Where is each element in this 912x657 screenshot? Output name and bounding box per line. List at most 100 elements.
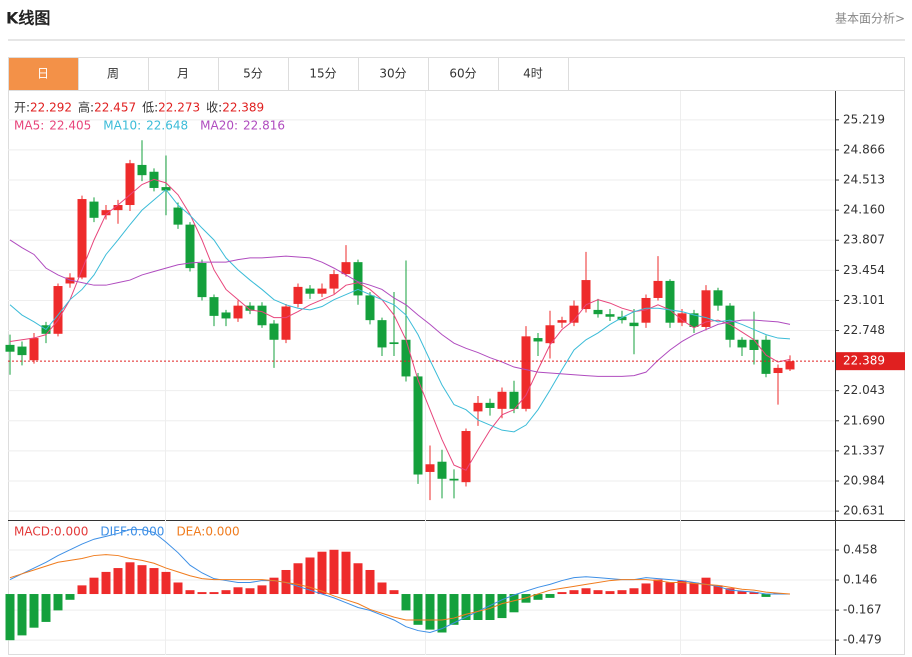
candle-body <box>485 402 495 408</box>
candle-body <box>593 309 603 315</box>
y-tick-label: -0.167 <box>843 603 882 617</box>
candle-body <box>377 320 387 348</box>
y-tick-label: 25.219 <box>843 112 885 126</box>
macd-line <box>9 554 791 621</box>
tab[interactable] <box>78 57 149 91</box>
macd-bar <box>569 590 579 595</box>
y-tick-label: 0.146 <box>843 572 877 586</box>
candle-body <box>281 306 291 340</box>
ohlc-value: 22.292 <box>30 101 72 115</box>
candle-body <box>161 187 171 191</box>
legend-label: MA20: <box>200 119 238 133</box>
macd-bar <box>53 594 63 611</box>
macd-bar <box>29 594 39 628</box>
macd-bar <box>65 594 75 600</box>
macd-bar <box>665 582 675 595</box>
candle-body <box>653 280 663 298</box>
tab-label[interactable]: 15分 <box>309 67 336 81</box>
macd-bar <box>233 587 243 595</box>
legend-label: DEA: <box>176 525 205 539</box>
macd-bar <box>389 590 399 595</box>
candle-body <box>737 339 747 348</box>
y-tick-label: 23.454 <box>843 263 885 277</box>
candle-body <box>173 207 183 225</box>
legend-label: MA10: <box>103 119 141 133</box>
candle-body <box>509 391 519 409</box>
macd-bar <box>293 563 303 595</box>
candle-body <box>89 201 99 218</box>
tab[interactable] <box>8 57 79 91</box>
ohlc-label: 收: <box>206 101 222 115</box>
macd-bar <box>413 594 423 625</box>
macd-bar <box>77 585 87 595</box>
macd-bar <box>677 580 687 595</box>
macd-bar <box>761 594 771 597</box>
macd-bar <box>485 594 495 620</box>
last-price-label: 22.389 <box>843 354 885 368</box>
fundamental-link[interactable]: 基本面分析> <box>835 12 905 26</box>
candle-body <box>449 478 459 481</box>
y-tick-label: 23.101 <box>843 293 885 307</box>
ohlc-value: 22.273 <box>158 101 200 115</box>
candle-body <box>761 339 771 374</box>
candle-body <box>317 288 327 294</box>
candle-body <box>365 295 375 321</box>
legend-value: 22.405 <box>49 119 91 133</box>
macd-bar <box>473 594 483 620</box>
candle-body <box>389 342 399 345</box>
candle-body <box>617 316 627 321</box>
candle-body <box>125 163 135 206</box>
legend-value: 0.000 <box>130 525 164 539</box>
macd-bar <box>509 594 519 613</box>
macd-bar <box>737 591 747 595</box>
macd-bar <box>221 590 231 595</box>
ma-line <box>9 178 791 471</box>
tab-label[interactable]: 5分 <box>243 67 263 81</box>
macd-bar <box>557 592 567 595</box>
macd-bar <box>317 551 327 595</box>
macd-bar <box>497 594 507 619</box>
macd-bar <box>377 582 387 595</box>
candle-body <box>773 367 783 374</box>
candle-body <box>437 461 447 479</box>
macd-bar <box>713 585 723 595</box>
candle-body <box>17 346 27 356</box>
tab[interactable] <box>498 57 569 91</box>
macd-bar <box>329 549 339 595</box>
macd-line <box>9 529 790 634</box>
ohlc-value: 22.457 <box>94 101 136 115</box>
y-tick-label: 21.690 <box>843 413 885 427</box>
candle-body <box>569 305 579 323</box>
page-title: K线图 <box>6 9 50 28</box>
tab[interactable] <box>288 57 359 91</box>
tab-label[interactable]: 周 <box>107 67 119 81</box>
candle-body <box>701 290 711 327</box>
tab-label[interactable]: 月 <box>177 67 189 81</box>
candle-body <box>605 314 615 317</box>
candle-body <box>113 205 123 211</box>
macd-bar <box>545 594 555 598</box>
macd-bar <box>353 563 363 595</box>
y-tick-label: 24.160 <box>843 203 885 217</box>
macd-bar <box>653 579 663 595</box>
y-tick-label: 0.458 <box>843 542 877 556</box>
legend-value: 22.648 <box>146 119 188 133</box>
ohlc-value: 22.389 <box>222 101 264 115</box>
macd-bar <box>401 594 411 611</box>
ma-line <box>9 239 791 377</box>
tab-label[interactable]: 60分 <box>449 67 476 81</box>
tab-label[interactable]: 日 <box>37 67 49 81</box>
macd-bar <box>689 582 699 595</box>
macd-bar <box>245 588 255 595</box>
y-tick-label: 21.337 <box>843 443 885 457</box>
macd-bar <box>365 569 375 595</box>
macd-bar <box>437 594 447 633</box>
tab-label[interactable]: 4时 <box>523 67 543 81</box>
candle-body <box>209 297 219 316</box>
macd-bar <box>41 594 51 622</box>
y-tick-label: 20.984 <box>843 473 885 487</box>
ohlc-label: 高: <box>78 100 94 115</box>
tab-label[interactable]: 30分 <box>379 67 406 81</box>
tab[interactable] <box>148 57 219 91</box>
candle-body <box>305 288 315 294</box>
